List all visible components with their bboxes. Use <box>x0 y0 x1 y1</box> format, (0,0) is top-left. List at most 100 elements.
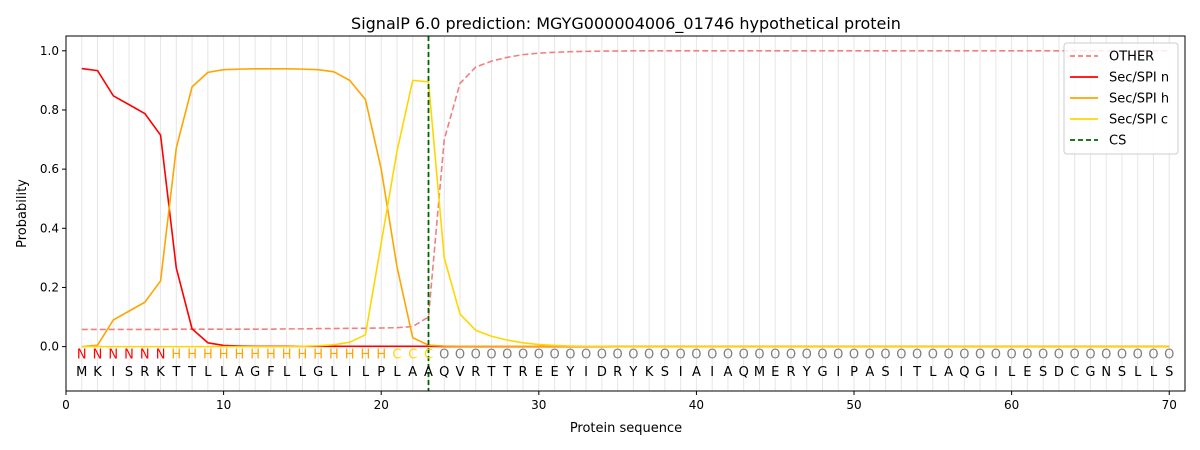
residue-letter: L <box>204 365 212 380</box>
y-tick-label: 0.6 <box>40 162 59 176</box>
residue-letter: T <box>171 365 180 380</box>
region-label: H <box>250 347 260 362</box>
residue-letter: L <box>330 365 338 380</box>
residue-letter: R <box>613 365 622 380</box>
residue-letter: L <box>220 365 228 380</box>
region-label: O <box>1054 347 1064 362</box>
region-label: O <box>518 347 528 362</box>
residue-letter: T <box>912 365 921 380</box>
residue-letter: K <box>156 365 165 380</box>
residue-letter: C <box>1070 365 1079 380</box>
residue-letter: L <box>362 365 370 380</box>
y-tick-label: 0.2 <box>40 280 59 294</box>
residue-letter: I <box>679 365 683 380</box>
residue-letter: L <box>393 365 401 380</box>
legend-label: CS <box>1109 134 1126 149</box>
residue-letter: L <box>299 365 307 380</box>
region-label: O <box>770 347 780 362</box>
region-label: O <box>1038 347 1048 362</box>
region-label: O <box>644 347 654 362</box>
region-label: O <box>676 347 686 362</box>
region-label: O <box>912 347 922 362</box>
residue-letter: I <box>584 365 588 380</box>
region-label: O <box>786 347 796 362</box>
region-label: O <box>1117 347 1127 362</box>
x-tick-label: 40 <box>689 398 704 412</box>
residue-letter: L <box>1008 365 1016 380</box>
residue-letter: I <box>994 365 998 380</box>
region-label: N <box>93 347 103 362</box>
residue-letter: G <box>975 365 985 380</box>
residue-letter: I <box>836 365 840 380</box>
region-label: O <box>1101 347 1111 362</box>
residue-letter: I <box>111 365 115 380</box>
residue-letter: S <box>1118 365 1126 380</box>
residue-letter: Y <box>565 365 574 380</box>
series-line-sec-spi-c <box>81 79 1170 348</box>
region-label: O <box>1070 347 1080 362</box>
region-label: N <box>124 347 134 362</box>
region-label: O <box>849 347 859 362</box>
residue-letter: Q <box>439 365 449 380</box>
region-label: H <box>266 347 276 362</box>
legend-label: OTHER <box>1109 50 1154 65</box>
region-label: H <box>203 347 213 362</box>
region-label: O <box>880 347 890 362</box>
x-tick-label: 50 <box>846 398 861 412</box>
residue-letter: V <box>456 365 465 380</box>
region-label: C <box>408 347 417 362</box>
region-label: O <box>1022 347 1032 362</box>
y-tick-label: 0.0 <box>40 340 59 354</box>
region-label: O <box>739 347 749 362</box>
region-label: H <box>345 347 355 362</box>
residue-letter: D <box>597 365 607 380</box>
series-line-other <box>81 49 1170 331</box>
region-label: O <box>613 347 623 362</box>
region-label: O <box>628 347 638 362</box>
region-label: H <box>219 347 229 362</box>
residue-letter: R <box>140 365 149 380</box>
residue-letter: E <box>535 365 543 380</box>
x-tick-label: 0 <box>62 398 70 412</box>
residue-letter: L <box>283 365 291 380</box>
legend-label: Sec/SPI c <box>1109 113 1168 128</box>
region-label: H <box>187 347 197 362</box>
region-label: O <box>534 347 544 362</box>
region-label: O <box>833 347 843 362</box>
residue-letter: N <box>1101 365 1111 380</box>
x-tick-label: 60 <box>1004 398 1019 412</box>
region-label: O <box>1133 347 1143 362</box>
residue-letter: T <box>502 365 511 380</box>
legend: OTHER Sec/SPI n Sec/SPI h Sec/SPI c CS <box>1063 42 1179 155</box>
residue-letter: I <box>899 365 903 380</box>
region-label: O <box>802 347 812 362</box>
residue-letter: A <box>235 365 244 380</box>
residue-letter: M <box>76 365 87 380</box>
legend-label: Sec/SPI h <box>1109 92 1169 107</box>
x-tick-label: 10 <box>216 398 231 412</box>
region-label: O <box>486 347 496 362</box>
region-label: O <box>723 347 733 362</box>
residue-letter: Q <box>959 365 969 380</box>
y-axis-label: Probability <box>15 179 30 248</box>
residue-letter: S <box>1165 365 1173 380</box>
region-label: C <box>392 347 401 362</box>
region-label: O <box>928 347 938 362</box>
residue-letter: R <box>786 365 795 380</box>
series-layer <box>81 36 1170 391</box>
y-tick-label: 1.0 <box>40 44 59 58</box>
residue-letter: E <box>550 365 558 380</box>
region-label: H <box>234 347 244 362</box>
residue-letter: R <box>519 365 528 380</box>
residue-letter: K <box>93 365 102 380</box>
region-label: N <box>140 347 150 362</box>
region-label: N <box>77 347 87 362</box>
residue-letter: S <box>125 365 133 380</box>
region-label: O <box>660 347 670 362</box>
residue-letter: I <box>348 365 352 380</box>
residue-letter: T <box>487 365 496 380</box>
residue-letter: I <box>710 365 714 380</box>
residue-letter: G <box>817 365 827 380</box>
x-tick-label: 30 <box>531 398 546 412</box>
